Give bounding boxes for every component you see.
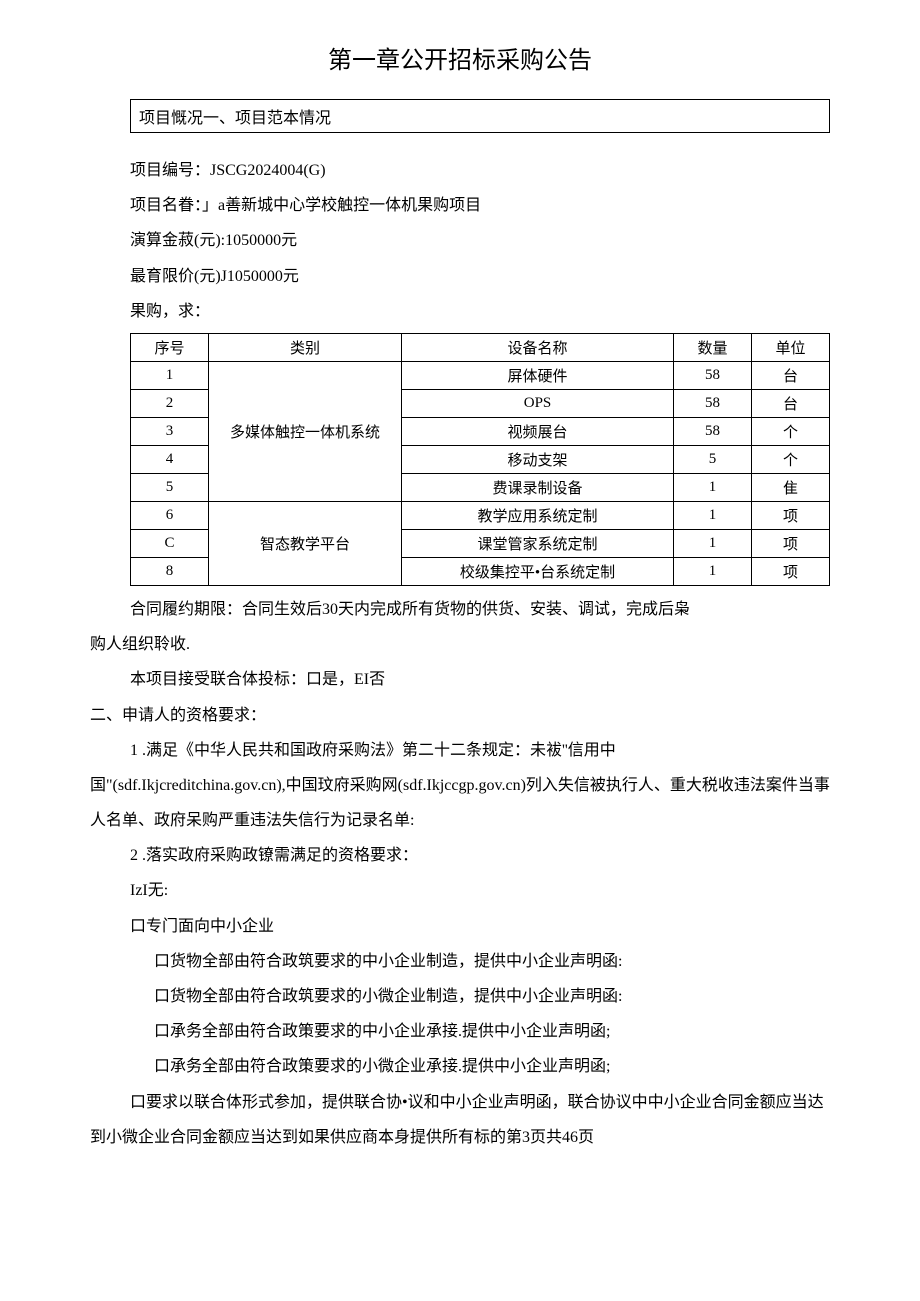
header-category: 类别 xyxy=(209,333,402,361)
cell-qty: 58 xyxy=(674,361,752,389)
project-name: 项目名眷：」a善新城中心学校触控一体机果购项目 xyxy=(90,188,830,223)
section-header-box: 项目慨况一、项目范本情况 xyxy=(130,99,830,133)
cell-seq: 3 xyxy=(131,417,209,445)
cell-name: 视频展台 xyxy=(402,417,674,445)
cell-seq: 2 xyxy=(131,389,209,417)
header-seq: 序号 xyxy=(131,333,209,361)
requirement-2-sme: 口专门面向中小企业 xyxy=(90,909,830,944)
cell-name: 校级集控平•台系统定制 xyxy=(402,557,674,585)
cell-unit: 台 xyxy=(752,389,830,417)
cell-name: 移动支架 xyxy=(402,445,674,473)
cell-category: 多媒体触控一体机系统 xyxy=(209,361,402,501)
contract-period-cont: 购人组织聆收. xyxy=(90,627,830,662)
requirement-2-none: IzI无: xyxy=(90,873,830,908)
cell-unit: 个 xyxy=(752,445,830,473)
cell-category: 智态教学平台 xyxy=(209,501,402,585)
price-limit: 最育限价(元)J1050000元 xyxy=(90,259,830,294)
cell-seq: 6 xyxy=(131,501,209,529)
budget-amount: 演算金菽(元):1050000元 xyxy=(90,223,830,258)
requirement-1: 1 .满足《中华人民共和国政府采购法》第二十二条规定：未袚''信用中 xyxy=(90,733,830,768)
cell-name: 屏体硬件 xyxy=(402,361,674,389)
cell-seq: 5 xyxy=(131,473,209,501)
cell-qty: 5 xyxy=(674,445,752,473)
header-unit: 单位 xyxy=(752,333,830,361)
purchase-requirement-label: 果购，求： xyxy=(90,294,830,329)
cell-qty: 58 xyxy=(674,417,752,445)
requirement-2-sme-2: 口货物全部由符合政筑要求的小微企业制造，提供中小企业声明函: xyxy=(90,979,830,1014)
contract-period: 合同履约期限：合同生效后30天内完成所有货物的供货、安装、调试，完成后枭 xyxy=(90,592,830,627)
cell-unit: 项 xyxy=(752,529,830,557)
cell-seq: 4 xyxy=(131,445,209,473)
requirement-1-cont: 国"(sdf.Ikjcreditchina.gov.cn),中国玟府采购网(sd… xyxy=(90,768,830,838)
section2-title: 二、申请人的资格要求： xyxy=(90,698,830,733)
cell-qty: 1 xyxy=(674,557,752,585)
requirement-2-sme-3: 口承务全部由符合政策要求的中小企业承接.提供中小企业声明函; xyxy=(90,1014,830,1049)
requirement-2-sme-4: 口承务全部由符合政策要求的小微企业承接.提供中小企业声明函; xyxy=(90,1049,830,1084)
cell-qty: 58 xyxy=(674,389,752,417)
project-number: 项目编号：JSCG2024004(G) xyxy=(90,153,830,188)
cell-unit: 个 xyxy=(752,417,830,445)
cell-qty: 1 xyxy=(674,529,752,557)
cell-seq: 8 xyxy=(131,557,209,585)
cell-name: 课堂管家系统定制 xyxy=(402,529,674,557)
cell-seq: C xyxy=(131,529,209,557)
cell-qty: 1 xyxy=(674,501,752,529)
cell-unit: 项 xyxy=(752,557,830,585)
cell-unit: 台 xyxy=(752,361,830,389)
header-qty: 数量 xyxy=(674,333,752,361)
page-title: 第一章公开招标采购公告 xyxy=(90,40,830,75)
cell-unit: 隹 xyxy=(752,473,830,501)
table-row: 1 多媒体触控一体机系统 屏体硬件 58 台 xyxy=(131,361,830,389)
requirement-2: 2 .落实政府采购政镣需满足的资格要求： xyxy=(90,838,830,873)
table-header-row: 序号 类别 设备名称 数量 单位 xyxy=(131,333,830,361)
cell-name: OPS xyxy=(402,389,674,417)
requirement-2-sme-1: 口货物全部由符合政筑要求的中小企业制造，提供中小企业声明函: xyxy=(90,944,830,979)
table-row: 6 智态教学平台 教学应用系统定制 1 项 xyxy=(131,501,830,529)
equipment-table: 序号 类别 设备名称 数量 单位 1 多媒体触控一体机系统 屏体硬件 58 台 … xyxy=(130,333,830,586)
cell-qty: 1 xyxy=(674,473,752,501)
requirement-2-union: 口要求以联合体形式参加，提供联合协•议和中小企业声明函，联合协议中中小企业合同金… xyxy=(90,1085,830,1155)
cell-unit: 项 xyxy=(752,501,830,529)
consortium-bid: 本项目接受联合体投标：口是，EI否 xyxy=(90,662,830,697)
header-name: 设备名称 xyxy=(402,333,674,361)
cell-name: 费课录制设备 xyxy=(402,473,674,501)
cell-seq: 1 xyxy=(131,361,209,389)
cell-name: 教学应用系统定制 xyxy=(402,501,674,529)
